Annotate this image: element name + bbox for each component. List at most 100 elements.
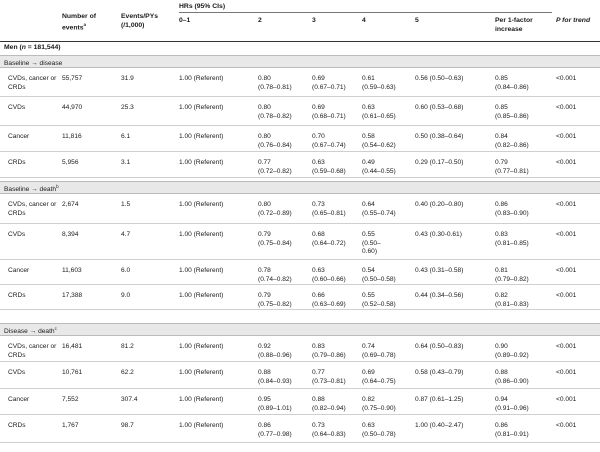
table-row: CVDs, cancer or CRDs 16,481 81.2 1.00 (Refe… [0, 336, 600, 362]
cell-q2: 0.78 (0.74–0.82) [258, 267, 292, 283]
section-footnote-mark: c [54, 326, 57, 331]
cell-q2: 0.80 (0.72–0.89) [258, 201, 292, 217]
pys-header: Events/PYs (/1,000) [121, 13, 159, 29]
cell-q3: 0.77 (0.73–0.81) [312, 369, 346, 385]
cell-cause: CRDs [8, 159, 26, 166]
cell-q4: 0.58 (0.54–0.62) [362, 133, 396, 149]
cell-q2: 0.86 (0.77–0.98) [258, 422, 292, 438]
table-row: Cancer 11,816 6.1 1.00 (Referent) 0.80 (0.76… [0, 126, 600, 152]
section-label: Disease → death [4, 328, 55, 336]
cell-per: 0.90 (0.89–0.92) [495, 343, 529, 359]
cell-cause: Cancer [8, 133, 30, 140]
table-row: CRDs 17,388 9.0 1.00 (Referent) 0.79 (0.75–0… [0, 285, 600, 310]
cell-q5: 0.50 (0.38–0.64) [415, 133, 464, 140]
cell-q1: 1.00 (Referent) [179, 396, 224, 403]
events-header-sup: a [83, 21, 87, 27]
cell-q1: 1.00 (Referent) [179, 231, 224, 238]
cell-q3: 0.63 (0.60–0.66) [312, 267, 346, 283]
cell-cause: CRDs [8, 422, 26, 429]
events-header: Number of eventsa [62, 13, 114, 33]
table-row: CVDs 8,394 4.7 1.00 (Referent) 0.79 (0.75–0.… [0, 224, 600, 260]
table-row: CVDs 44,970 25.3 1.00 (Referent) 0.80 (0.78–… [0, 97, 600, 126]
cell-q3: 0.69 (0.68–0.71) [312, 104, 346, 120]
cell-pys: 6.0 [121, 267, 131, 274]
cell-events: 11,816 [62, 133, 82, 140]
cell-q3: 0.63 (0.59–0.68) [312, 159, 346, 175]
section-label: Baseline → disease [4, 60, 63, 68]
cell-q2: 0.77 (0.72–0.82) [258, 159, 292, 175]
cell-q3: 0.66 (0.63–0.69) [312, 292, 346, 308]
cell-pys: 1.5 [121, 201, 131, 208]
cell-q4: 0.55 (0.52–0.58) [362, 292, 396, 308]
cell-q3: 0.83 (0.79–0.86) [312, 343, 346, 359]
cell-pys: 3.1 [121, 159, 131, 166]
table-row: Cancer 11,603 6.0 1.00 (Referent) 0.78 (0.74… [0, 260, 600, 285]
table-row: CVDs 10,761 62.2 1.00 (Referent) 0.88 (0.84–… [0, 362, 600, 389]
table-row: CVDs, cancer or CRDs 55,757 31.9 1.00 (Refe… [0, 68, 600, 97]
cell-q3: 0.69 (0.67–0.71) [312, 75, 346, 91]
cell-events: 8,394 [62, 231, 79, 238]
cell-per: 0.81 (0.79–0.82) [495, 267, 529, 283]
group-prefix: Men ( [4, 44, 22, 51]
cell-p: <0.001 [556, 75, 577, 82]
cell-q4: 0.63 (0.61–0.65) [362, 104, 396, 120]
cell-cause: CVDs, cancer or CRDs [8, 201, 57, 217]
cell-per: 0.86 (0.81–0.91) [495, 422, 529, 438]
cell-q1: 1.00 (Referent) [179, 267, 224, 274]
table-header: HRs (95% CIs) Number of eventsa Events/P… [0, 0, 600, 42]
cell-q1: 1.00 (Referent) [179, 343, 224, 350]
cell-pys: 4.7 [121, 231, 131, 238]
cell-cause: CVDs [8, 369, 26, 376]
cell-q1: 1.00 (Referent) [179, 133, 224, 140]
cell-q4: 0.82 (0.75–0.90) [362, 396, 396, 412]
cell-per: 0.94 (0.91–0.96) [495, 396, 529, 412]
q1-header: 0–1 [179, 17, 191, 24]
per-factor-header: Per 1-factor increase [495, 17, 533, 33]
cell-q1: 1.00 (Referent) [179, 201, 224, 208]
cell-pys: 81.2 [121, 343, 134, 350]
header-rule [0, 41, 600, 42]
cell-events: 2,674 [62, 201, 79, 208]
cell-q2: 0.80 (0.78–0.82) [258, 104, 292, 120]
cell-cause: CVDs [8, 231, 26, 238]
cell-p: <0.001 [556, 201, 577, 208]
cell-q1: 1.00 (Referent) [179, 369, 224, 376]
cell-q5: 0.44 (0.34–0.56) [415, 292, 464, 299]
cell-q2: 0.88 (0.84–0.93) [258, 369, 292, 385]
cell-q1: 1.00 (Referent) [179, 292, 224, 299]
cell-pys: 9.0 [121, 292, 131, 299]
cell-p: <0.001 [556, 343, 577, 350]
cell-p: <0.001 [556, 422, 577, 429]
group-n: n [21, 44, 26, 51]
cell-p: <0.001 [556, 267, 577, 274]
group-men: Men (n = 181,544) [0, 42, 600, 55]
cell-events: 17,388 [62, 292, 83, 299]
cell-q3: 0.68 (0.64–0.72) [312, 231, 346, 247]
cell-q4: 0.55 (0.50– 0.60) [362, 231, 381, 256]
cell-q2: 0.95 (0.89–1.01) [258, 396, 292, 412]
cell-p: <0.001 [556, 104, 577, 111]
cell-events: 5,956 [62, 159, 79, 166]
hrs-divider [179, 12, 552, 13]
cell-q5: 0.40 (0.20–0.80) [415, 201, 464, 208]
section-header: Baseline → disease [0, 55, 600, 68]
cell-cause: CRDs [8, 292, 26, 299]
cell-q4: 0.69 (0.64–0.75) [362, 369, 396, 385]
cell-pys: 62.2 [121, 369, 134, 376]
cell-q3: 0.88 (0.82–0.94) [312, 396, 346, 412]
section-label: Baseline → death [4, 186, 57, 194]
cell-q5: 0.60 (0.53–0.68) [415, 104, 464, 111]
cell-q1: 1.00 (Referent) [179, 75, 224, 82]
cell-q1: 1.00 (Referent) [179, 104, 224, 111]
cell-events: 7,552 [62, 396, 79, 403]
cell-q5: 0.29 (0.17–0.50) [415, 159, 464, 166]
cell-q4: 0.61 (0.59–0.63) [362, 75, 396, 91]
cell-q5: 1.00 (0.40–2.47) [415, 422, 464, 429]
cell-q5: 0.56 (0.50–0.63) [415, 75, 464, 82]
table-row: Cancer 7,552 307.4 1.00 (Referent) 0.95 (0.8… [0, 389, 600, 415]
cell-events: 16,481 [62, 343, 83, 350]
cell-p: <0.001 [556, 133, 577, 140]
cell-q3: 0.73 (0.64–0.83) [312, 422, 346, 438]
cell-p: <0.001 [556, 159, 577, 166]
